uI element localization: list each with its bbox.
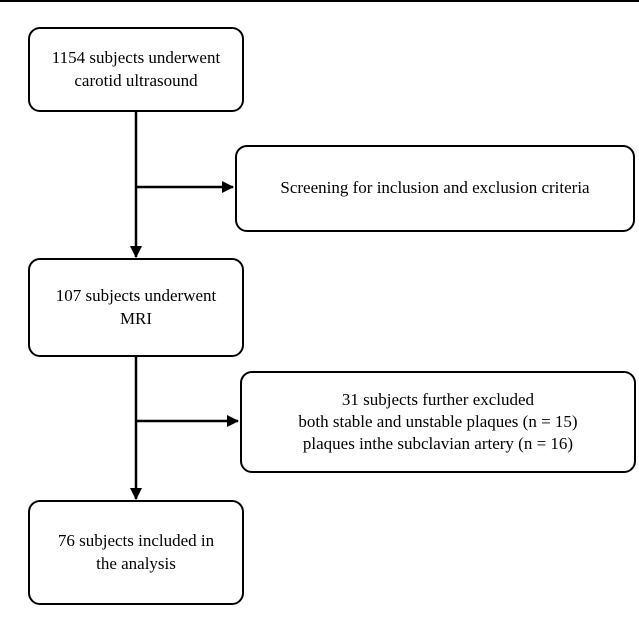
exclusion2-line-2: both stable and unstable plaques (n = 15… — [298, 411, 578, 431]
step1-box: 1154 subjects underwent carotid ultrasou… — [28, 27, 244, 112]
step2-box: 107 subjects underwent MRI — [28, 258, 244, 357]
exclusion2-box: 31 subjects further excluded both stable… — [240, 371, 636, 473]
exclusion2-line-3: plaques inthe subclavian artery (n = 16) — [302, 434, 574, 454]
step2-line-1: 107 subjects underwent — [55, 286, 217, 306]
step1-line-2: carotid ultrasound — [74, 70, 198, 90]
top-rule — [0, 0, 639, 2]
exclusion1-box: Screening for inclusion and exclusion cr… — [235, 145, 635, 232]
step3-line-1: 76 subjects included in — [57, 531, 215, 551]
step2-line-2: MRI — [119, 308, 153, 328]
step3-box: 76 subjects included in the analysis — [28, 500, 244, 605]
step3-line-2: the analysis — [96, 553, 176, 573]
exclusion2-line-1: 31 subjects further excluded — [341, 389, 535, 409]
exclusion1-line-1: Screening for inclusion and exclusion cr… — [280, 178, 590, 198]
step1-line-1: 1154 subjects underwent — [51, 48, 221, 68]
